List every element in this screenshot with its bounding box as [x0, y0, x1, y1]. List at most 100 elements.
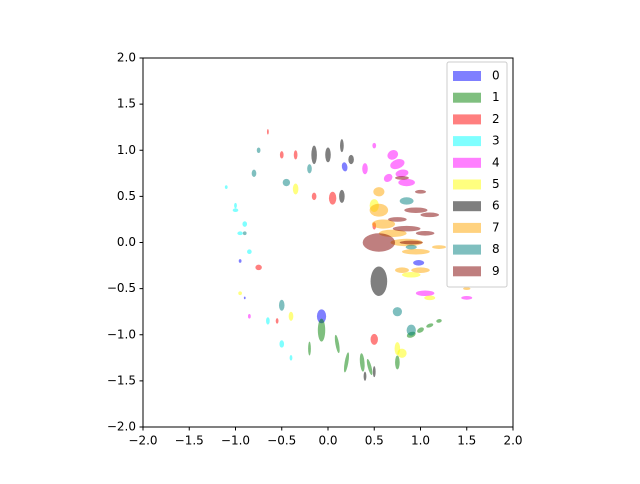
ellipse [415, 290, 435, 297]
ellipse [387, 149, 399, 160]
x-tick-label: −0.5 [267, 434, 296, 448]
legend-swatch [453, 266, 481, 277]
ellipse [395, 176, 409, 180]
ellipse [388, 217, 407, 222]
ellipse [362, 233, 396, 252]
x-tick-label: −1.0 [221, 434, 250, 448]
ellipse [432, 245, 446, 249]
ellipse [293, 150, 298, 160]
ellipse [359, 353, 365, 372]
ellipse [414, 189, 427, 194]
ellipse [311, 145, 317, 165]
legend-label: 4 [492, 155, 500, 169]
x-tick-label: 1.5 [457, 434, 476, 448]
ellipse [317, 318, 326, 342]
legend-swatch [453, 201, 481, 212]
ellipse [371, 219, 396, 229]
ellipse [406, 324, 416, 336]
ellipse [279, 340, 285, 348]
ellipse [325, 147, 331, 163]
y-tick-label: −1.0 [107, 327, 136, 341]
ellipse [370, 266, 388, 297]
ellipse [369, 203, 389, 217]
ellipse [461, 296, 473, 300]
ellipse [251, 169, 257, 178]
ellipse [426, 323, 434, 328]
ellipse [392, 225, 421, 232]
ellipse [383, 173, 393, 183]
ellipse [404, 207, 428, 213]
ellipse [402, 272, 421, 278]
legend-label: 9 [492, 264, 500, 278]
legend-swatch [453, 114, 481, 125]
ellipse [343, 352, 350, 373]
marks [224, 129, 473, 381]
ellipse [415, 230, 435, 236]
ellipse [411, 267, 430, 273]
ellipse [237, 231, 243, 236]
legend-label: 8 [492, 242, 500, 256]
ellipse [402, 248, 430, 255]
legend-label: 7 [492, 220, 500, 234]
ellipse [372, 142, 377, 149]
ellipse [238, 291, 242, 296]
ellipse [399, 240, 423, 245]
ellipse [278, 299, 285, 311]
ellipse [348, 154, 354, 165]
x-tick-label: −1.5 [175, 434, 204, 448]
ellipse [395, 355, 400, 370]
ellipse [256, 147, 261, 154]
ellipse [341, 162, 348, 172]
ellipse [307, 164, 312, 174]
ellipse [339, 189, 345, 203]
ellipse [373, 187, 385, 197]
ellipse [395, 267, 409, 273]
legend-label: 3 [492, 134, 500, 148]
y-tick-label: −2.0 [107, 420, 136, 434]
ellipse [366, 359, 373, 376]
legend-swatch [453, 92, 481, 103]
ellipse [311, 192, 317, 201]
legend-swatch [453, 71, 481, 81]
ellipse [224, 185, 228, 189]
ellipse [275, 318, 279, 324]
x-tick-label: 1.0 [411, 434, 430, 448]
ellipse [372, 366, 376, 378]
ellipse [370, 333, 378, 345]
ellipse [328, 191, 337, 205]
y-tick-label: 0.0 [117, 235, 136, 249]
ellipse [363, 371, 367, 381]
ellipse [238, 259, 242, 263]
ellipse [243, 296, 246, 300]
ellipse [390, 159, 405, 170]
ellipse [413, 260, 425, 266]
legend-swatch [453, 222, 481, 233]
legend-swatch [453, 179, 481, 190]
legend-swatch [453, 244, 481, 255]
x-tick-label: 0.5 [365, 434, 384, 448]
ellipse [242, 221, 248, 227]
y-tick-label: 0.5 [117, 189, 136, 203]
y-tick-label: 2.0 [117, 51, 136, 65]
ellipse [266, 317, 270, 325]
ellipse [255, 264, 262, 271]
ellipse [232, 208, 239, 213]
ellipse [395, 169, 409, 178]
ellipse [316, 309, 327, 324]
ellipse [424, 295, 436, 301]
legend-swatch [453, 157, 481, 168]
legend-label: 2 [492, 112, 500, 126]
ellipse [417, 327, 424, 333]
legend-swatch [453, 136, 481, 147]
ellipse [242, 231, 247, 236]
x-tick-label: 2.0 [503, 434, 522, 448]
ellipse [436, 319, 442, 323]
y-tick-label: 1.5 [117, 97, 136, 111]
ellipse [420, 212, 439, 218]
ellipse [308, 341, 311, 356]
ellipse [247, 313, 251, 319]
y-tick-label: 1.0 [117, 143, 136, 157]
ellipse [234, 202, 237, 209]
ellipse [362, 163, 368, 175]
